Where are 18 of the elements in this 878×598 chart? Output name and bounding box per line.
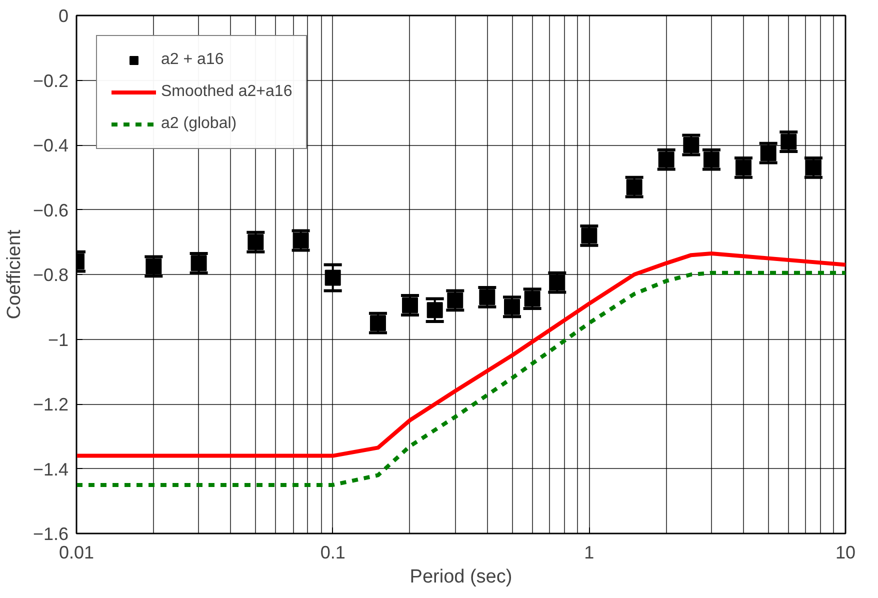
y-tick-label: −0.4: [32, 136, 69, 156]
y-tick-label: 0: [58, 6, 69, 26]
y-tick-label: −1.6: [32, 524, 69, 544]
y-tick-label: −1.2: [32, 394, 69, 414]
y-tick-label: −0.8: [32, 265, 69, 285]
y-tick-label: −0.6: [32, 200, 69, 220]
x-tick-label: 0.1: [320, 542, 346, 562]
x-tick-label: 10: [835, 542, 856, 562]
y-tick-label: −1.4: [32, 459, 69, 480]
y-tick-label: −0.2: [32, 70, 69, 91]
legend-label: Smoothed a2+a16: [161, 83, 292, 101]
y-tick-label: −1: [48, 330, 69, 350]
y-axis-title: Coefficient: [4, 229, 25, 320]
x-tick-label: 1: [584, 542, 594, 562]
legend-label: a2 (global): [161, 115, 237, 133]
x-tick-label: 0.01: [58, 542, 94, 562]
legend-label: a2 + a16: [161, 51, 224, 69]
x-axis-title: Period (sec): [410, 566, 512, 588]
